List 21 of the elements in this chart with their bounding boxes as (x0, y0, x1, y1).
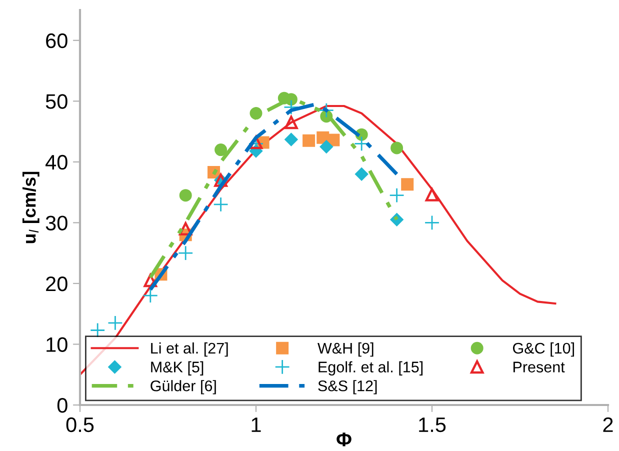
legend-label: G&C [10] (513, 342, 574, 357)
y-tick-label: 20 (46, 276, 68, 292)
legend-label: Gülder [6] (150, 380, 216, 394)
y-tick-label: 40 (46, 154, 68, 170)
legend-label: S&S [12] (318, 380, 377, 394)
y-tick-label: 0 (57, 398, 68, 413)
y-tick-label: 50 (46, 94, 68, 109)
y-tick-label: 60 (46, 33, 68, 48)
y-tick-label: 30 (46, 216, 68, 230)
y-axis-title: u$_{l}$ [cm/s] (22, 172, 40, 244)
x-axis-title: Φ (336, 432, 352, 446)
legend-label: Present (513, 362, 565, 372)
x-tick-label: 0.5 (66, 417, 94, 432)
legend-label: W&H [9] (318, 342, 374, 357)
x-tick-label: 2 (603, 417, 613, 432)
x-tick-label: 1 (252, 418, 261, 432)
legend-label: Li et al. [27] (151, 342, 228, 357)
legend-label: M&K [5] (151, 361, 204, 376)
y-tick-label: 10 (46, 337, 68, 352)
legend-label: Egolf. et al. [15] (318, 361, 423, 376)
x-tick-label: 1.5 (419, 418, 446, 432)
